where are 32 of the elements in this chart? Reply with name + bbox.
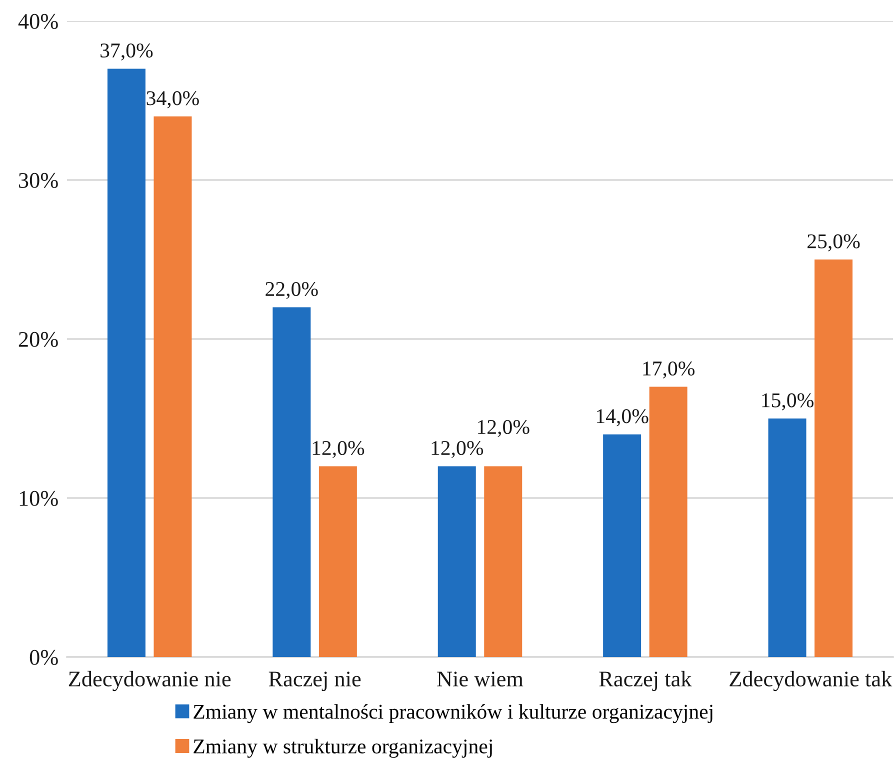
x-tick-label: Raczej tak — [599, 670, 692, 692]
x-tick-label: Zdecydowanie nie — [68, 670, 231, 692]
data-label: 22,0% — [266, 282, 318, 300]
y-tick-label: 0% — [30, 650, 58, 665]
bar — [272, 307, 311, 657]
bar — [603, 434, 642, 657]
bar — [768, 418, 806, 657]
bar — [649, 386, 688, 657]
y-tick-label: 40% — [18, 14, 58, 29]
data-label: 15,0% — [762, 393, 814, 410]
data-label: 25,0% — [808, 234, 860, 252]
x-tick-label: Raczej nie — [268, 672, 361, 692]
bar — [484, 466, 522, 657]
data-label: 37,0% — [100, 43, 153, 61]
data-label: 12,0% — [312, 440, 364, 458]
data-label: 34,0% — [146, 91, 199, 108]
data-label: 12,0% — [432, 440, 484, 458]
data-label: 12,0% — [478, 420, 530, 438]
data-label: 14,0% — [597, 409, 648, 426]
bar — [318, 466, 357, 657]
x-tick-label: Zdecydowanie tak — [730, 670, 892, 692]
y-tick-label: 20% — [18, 332, 58, 347]
legend-label: Zmiany w mentalności pracowników i kulturze organizacyjnej — [194, 704, 712, 724]
y-tick-label: 30% — [18, 172, 58, 188]
data-label: 17,0% — [643, 361, 695, 379]
bar — [814, 260, 853, 657]
legend-label: Zmiany w strukturze organizacyjnej — [194, 738, 492, 758]
bar — [154, 116, 192, 657]
y-tick-label: 10% — [20, 490, 58, 506]
bar — [438, 466, 476, 657]
x-tick-label: Nie wiem — [437, 672, 524, 687]
bar — [107, 68, 146, 657]
